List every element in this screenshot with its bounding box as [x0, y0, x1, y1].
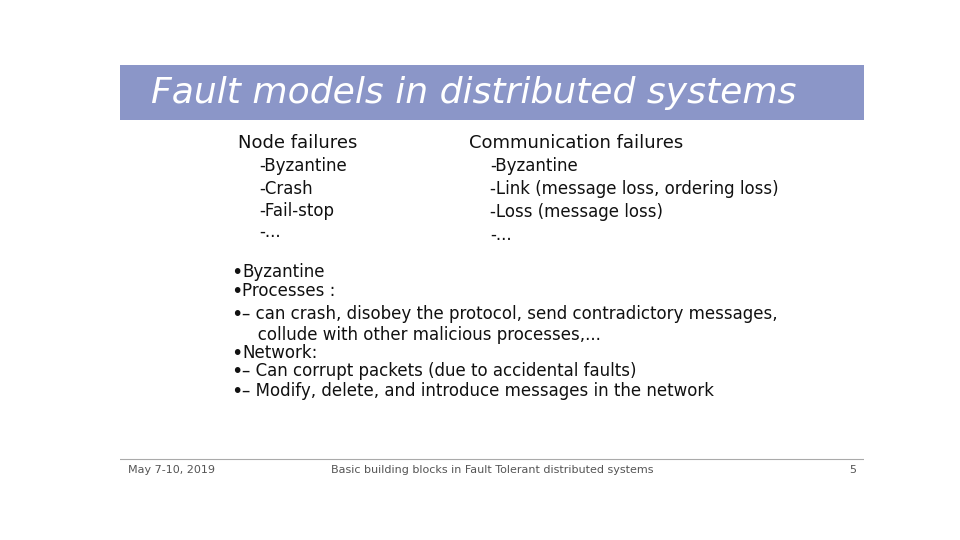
- Text: -Byzantine: -Byzantine: [259, 157, 348, 175]
- Text: – Can corrupt packets (due to accidental faults): – Can corrupt packets (due to accidental…: [243, 362, 636, 380]
- Text: -Loss (message loss): -Loss (message loss): [491, 204, 663, 221]
- Text: •: •: [230, 382, 242, 401]
- FancyBboxPatch shape: [120, 65, 864, 120]
- Text: Network:: Network:: [243, 343, 318, 362]
- Text: Communication failures: Communication failures: [468, 134, 683, 152]
- Text: -...: -...: [491, 226, 512, 245]
- Text: 5: 5: [850, 465, 856, 475]
- Text: – can crash, disobey the protocol, send contradictory messages,
   collude with : – can crash, disobey the protocol, send …: [243, 305, 778, 344]
- Text: -Byzantine: -Byzantine: [491, 157, 578, 175]
- Text: Basic building blocks in Fault Tolerant distributed systems: Basic building blocks in Fault Tolerant …: [331, 465, 653, 475]
- Text: •: •: [230, 343, 242, 362]
- Text: •: •: [230, 264, 242, 282]
- Text: •: •: [230, 305, 242, 324]
- Text: Node failures: Node failures: [238, 134, 357, 152]
- Text: Fault models in distributed systems: Fault models in distributed systems: [151, 76, 797, 110]
- Text: Byzantine: Byzantine: [243, 264, 324, 281]
- Text: •: •: [230, 362, 242, 381]
- Text: May 7-10, 2019: May 7-10, 2019: [128, 465, 215, 475]
- Text: Processes :: Processes :: [243, 282, 336, 300]
- Text: – Modify, delete, and introduce messages in the network: – Modify, delete, and introduce messages…: [243, 382, 714, 400]
- Text: -Fail-stop: -Fail-stop: [259, 202, 334, 220]
- Text: -Crash: -Crash: [259, 180, 313, 198]
- Text: -Link (message loss, ordering loss): -Link (message loss, ordering loss): [491, 180, 780, 198]
- Text: -...: -...: [259, 224, 281, 241]
- Text: •: •: [230, 282, 242, 301]
